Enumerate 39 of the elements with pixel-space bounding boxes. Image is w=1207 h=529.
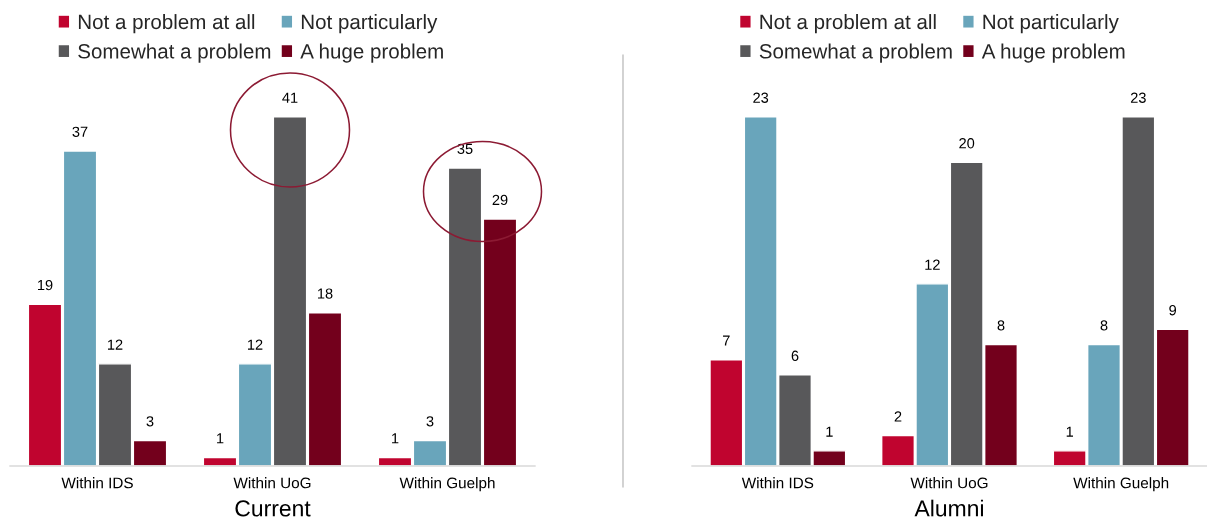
data-label: 20	[959, 138, 975, 149]
data-label: 29	[492, 194, 508, 206]
x-tick-label: Within UoG	[233, 477, 311, 489]
legend-label: Not a problem at all	[78, 14, 255, 34]
x-axis-title: Current	[235, 500, 311, 517]
x-tick-label: Within Guelph	[1073, 477, 1169, 492]
data-label: 18	[318, 288, 333, 299]
data-label: 1	[826, 426, 833, 437]
x-tick-label: Within Guelph	[399, 477, 495, 492]
legend-label: Somewhat a problem	[78, 43, 271, 63]
data-label: 12	[925, 259, 940, 270]
data-label: 12	[108, 339, 123, 350]
data-label: 3	[426, 416, 434, 427]
x-axis-title: Alumni	[914, 499, 983, 517]
legend-label: Not particularly	[983, 14, 1119, 34]
x-tick-label: Within IDS	[61, 477, 133, 489]
x-tick-label: Within UoG	[910, 477, 988, 489]
data-label: 1	[217, 433, 224, 444]
data-label: 1	[1066, 426, 1074, 437]
data-label: 1	[392, 433, 399, 444]
legend-label: Somewhat a problem	[759, 43, 952, 63]
data-label: 23	[1130, 92, 1146, 103]
x-tick-label: Within IDS	[741, 477, 814, 489]
data-label: 19	[38, 279, 53, 291]
data-label: 8	[1100, 320, 1108, 331]
legend-label: Not particularly	[301, 14, 438, 34]
data-label: 8	[997, 320, 1005, 331]
data-label: 7	[723, 335, 730, 346]
data-label: 2	[894, 411, 902, 422]
data-label: 41	[282, 92, 298, 103]
legend-label: Not a problem at all	[760, 14, 936, 34]
legend-label: A huge problem	[981, 43, 1125, 63]
data-label: 9	[1169, 305, 1177, 316]
data-label: 6	[791, 350, 799, 361]
data-label: 3	[146, 416, 154, 427]
legend-label: A huge problem	[300, 43, 443, 63]
data-label: 12	[248, 339, 263, 350]
data-label: 37	[72, 126, 88, 137]
data-label: 23	[753, 92, 769, 103]
